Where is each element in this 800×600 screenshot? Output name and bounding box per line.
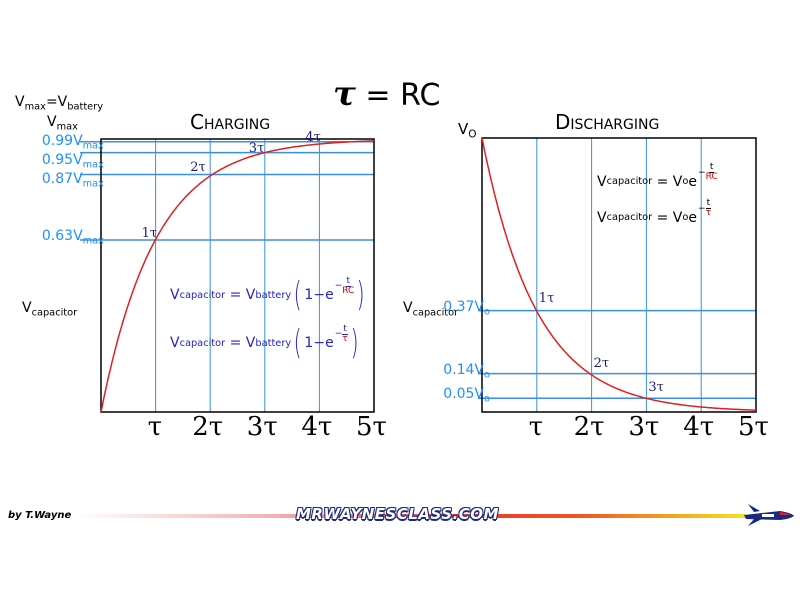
y-level-label: 0.37Vo	[443, 298, 490, 318]
time-constant-marker: 1τ	[141, 226, 158, 241]
vmax-top-label: Vmax	[47, 114, 78, 133]
time-constant-marker: 3τ	[648, 380, 664, 396]
plot-frame	[481, 137, 757, 413]
footer-gradient-line	[75, 514, 745, 518]
discharging-title: Discharging	[555, 110, 660, 134]
time-constant-marker: 2τ	[593, 355, 610, 371]
y-level-label: 0.14Vo	[443, 361, 490, 381]
time-constant-marker: 1τ	[538, 290, 555, 306]
y-level-label: 0.63Vmax	[41, 228, 104, 247]
time-constant-marker: 3τ	[248, 140, 265, 156]
x-tick-label: 5τ	[738, 412, 769, 442]
x-tick-label: 5τ	[356, 412, 387, 442]
x-tick-label: 3τ	[246, 412, 278, 442]
charging-y-axis-label: Vcapacitor	[22, 300, 78, 319]
time-constant-marker: 4τ	[305, 129, 321, 145]
discharging-y-axis-label: Vcapacitor	[403, 300, 459, 319]
y-level-label: 0.05Vo	[443, 386, 490, 405]
site-logo[interactable]: MRWAYNESCLASS.COM	[296, 505, 499, 523]
title-equation: = RC	[355, 78, 441, 113]
x-tick-label: τ	[147, 412, 162, 442]
y-level-label: 0.95Vmax	[41, 152, 104, 171]
x-tick-label: τ	[528, 412, 544, 442]
y-level-label: 0.87Vmax	[41, 171, 104, 190]
x-tick-label: 2τ	[192, 412, 224, 442]
charging-title: Charging	[190, 110, 271, 134]
rocket-icon	[744, 504, 794, 526]
tau-symbol: τ	[333, 74, 356, 114]
curve-line	[100, 140, 375, 413]
vmax-equals-vbattery: Vmax=Vbattery	[15, 94, 104, 113]
y-level-label: 0.99Vmax	[41, 133, 104, 152]
x-tick-label: 2τ	[573, 412, 605, 442]
plot-frame	[100, 138, 375, 413]
author-credit: by T.Wayne	[8, 510, 72, 521]
slide-title: τ = RC	[333, 74, 440, 114]
vo-top-label: VO	[458, 120, 477, 141]
x-tick-label: 3τ	[628, 412, 660, 442]
x-tick-label: 4τ	[301, 412, 333, 442]
time-constant-marker: 2τ	[190, 160, 206, 176]
curve-line	[481, 137, 757, 411]
x-tick-label: 4τ	[683, 412, 715, 442]
